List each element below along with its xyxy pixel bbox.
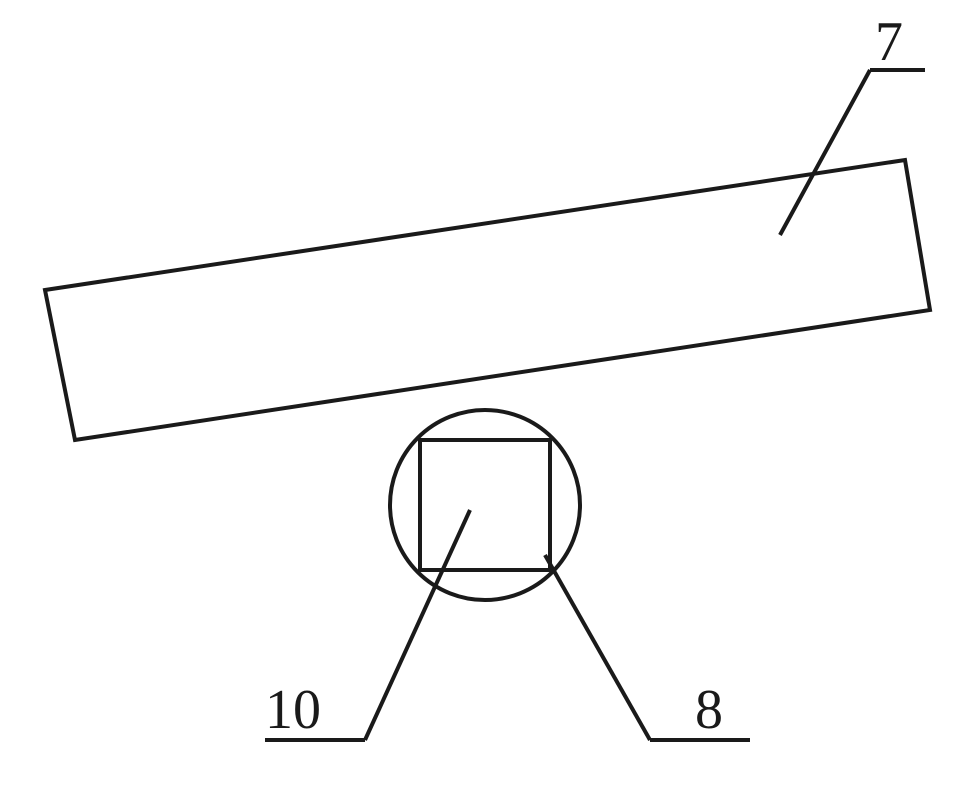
label-7: 7 (875, 10, 903, 74)
diagram-stage: 7 10 8 (0, 0, 960, 790)
diagram-svg (0, 0, 960, 790)
leader-7 (780, 70, 870, 235)
label-8: 8 (695, 678, 723, 742)
leader-10 (365, 510, 470, 740)
label-10: 10 (265, 678, 321, 742)
leader-8 (545, 555, 650, 740)
hub-square (420, 440, 550, 570)
